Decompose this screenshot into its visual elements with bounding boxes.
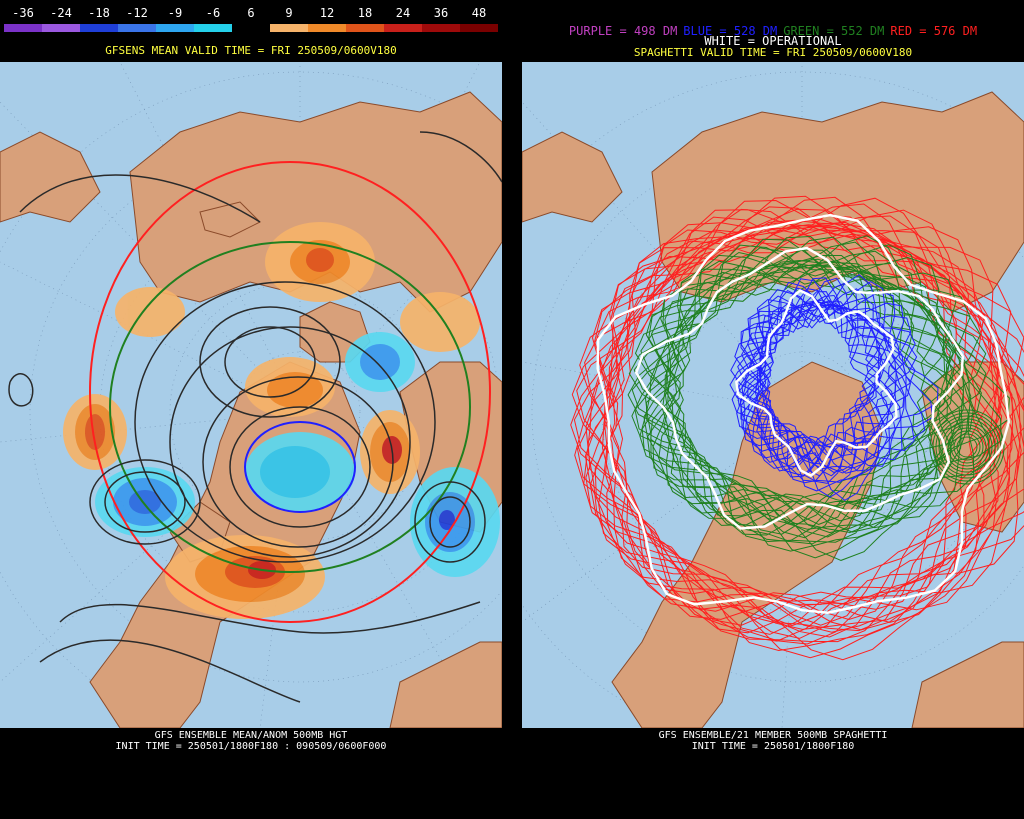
colorbar-swatch <box>194 24 232 32</box>
ensemble-member-contour <box>585 223 1024 652</box>
ensemble-member-contour <box>938 418 996 476</box>
colorbar-swatch <box>80 24 118 32</box>
spaghetti-valid-time-header: SPAGHETTI VALID TIME = FRI 250509/0600V1… <box>633 46 913 59</box>
operational-contour <box>634 246 965 530</box>
colorbar-swatch <box>422 24 460 32</box>
mean-footer-init-time: INIT TIME = 250501/1800F180 : 090509/060… <box>115 741 387 752</box>
anomaly-colorbar: -36 -24 -18 -12 -9 -6 6 9 12 18 24 36 48 <box>4 6 498 32</box>
colorbar-label: 36 <box>433 6 449 20</box>
spaghetti-panel: PURPLE = 498 DM BLUE = 528 DM GREEN = 552 … <box>522 0 1024 819</box>
colorbar-label: 6 <box>247 6 255 20</box>
operational-contour <box>596 213 1011 614</box>
mean-footer-title: GFS ENSEMBLE MEAN/ANOM 500MB HGT <box>154 730 348 741</box>
ensemble-member-contour <box>589 197 1024 661</box>
spaghetti-legend: PURPLE = 498 DM BLUE = 528 DM GREEN = 552 … <box>522 24 1024 38</box>
ensemble-member-contour <box>643 244 1002 559</box>
ensemble-member-contour <box>941 421 993 473</box>
colorbar-label: -9 <box>167 6 183 20</box>
ensemble-member-contour <box>631 244 971 545</box>
ensemble-member-contour <box>953 433 981 461</box>
ensemble-member-contour <box>935 415 999 479</box>
ensemble-member-contour <box>929 409 1005 485</box>
mean-valid-time-header: GFSENS MEAN VALID TIME = FRI 250509/0600… <box>105 44 397 57</box>
spaghetti-footer: GFS ENSEMBLE/21 MEMBER 500MB SPAGHETTI I… <box>522 730 1024 752</box>
colorbar-label: -12 <box>126 6 148 20</box>
colorbar-label: -18 <box>88 6 110 20</box>
ensemble-member-contour <box>754 300 883 457</box>
colorbar-label: 12 <box>319 6 335 20</box>
ensemble-mean-panel: -36 -24 -18 -12 -9 -6 6 9 12 18 24 36 48 GFSENS MEAN… <box>0 0 502 819</box>
colorbar-swatch <box>460 24 498 32</box>
ensemble-member-contour <box>734 277 916 474</box>
ensemble-member-contour <box>639 254 975 543</box>
operational-contour <box>735 289 898 478</box>
ensemble-member-contour <box>627 238 981 543</box>
legend-entry: BLUE = 528 DM <box>683 24 778 38</box>
legend-entry: RED = 576 DM <box>890 24 978 38</box>
ensemble-member-contour <box>633 246 954 528</box>
colorbar-swatch <box>308 24 346 32</box>
colorbar-label: 18 <box>357 6 373 20</box>
legend-entry: GREEN = 552 DM <box>783 24 885 38</box>
spaghetti-map <box>522 62 1024 728</box>
colorbar-swatch <box>384 24 422 32</box>
ensemble-member-contour <box>584 209 1024 659</box>
colorbar-swatch <box>156 24 194 32</box>
ensemble-member-contour <box>574 209 1019 645</box>
ensemble-member-contour <box>740 274 939 501</box>
panel-divider <box>502 0 522 819</box>
colorbar-labels: -36 -24 -18 -12 -9 -6 6 9 12 18 24 36 48 <box>4 6 498 22</box>
ensemble-member-contour <box>634 251 961 539</box>
spaghetti-footer-init-time: INIT TIME = 250501/1800F180 <box>691 741 855 752</box>
ensemble-mean-map <box>0 62 502 728</box>
colorbar-label: -6 <box>205 6 221 20</box>
ensemble-member-contour <box>576 216 1009 639</box>
colorbar-label: 24 <box>395 6 411 20</box>
spaghetti-footer-title: GFS ENSEMBLE/21 MEMBER 500MB SPAGHETTI <box>658 730 888 741</box>
colorbar-swatch <box>118 24 156 32</box>
colorbar-label: -36 <box>12 6 34 20</box>
ensemble-member-contour <box>570 199 1024 642</box>
ensemble-member-contour <box>950 430 984 464</box>
ensemble-member-contour <box>583 222 1022 643</box>
ensemble-member-contour <box>947 427 987 467</box>
colorbar-label: 48 <box>471 6 487 20</box>
colorbar-swatch <box>232 24 270 32</box>
colorbar-swatches <box>4 24 498 32</box>
mean-footer: GFS ENSEMBLE MEAN/ANOM 500MB HGT INIT TI… <box>0 730 502 752</box>
ensemble-member-contour <box>594 221 1003 626</box>
ensemble-member-contour <box>644 256 991 552</box>
legend-entry: PURPLE = 498 DM <box>568 24 678 38</box>
colorbar-label: 9 <box>285 6 293 20</box>
ensemble-member-contour <box>736 289 915 484</box>
colorbar-swatch <box>346 24 384 32</box>
colorbar-swatch <box>42 24 80 32</box>
colorbar-label: -24 <box>50 6 72 20</box>
colorbar-swatch <box>270 24 308 32</box>
ensemble-member-contour <box>634 236 987 533</box>
operational-label: WHITE = OPERATIONAL <box>704 34 842 48</box>
ensemble-member-contour <box>956 436 978 458</box>
colorbar-swatch <box>4 24 42 32</box>
